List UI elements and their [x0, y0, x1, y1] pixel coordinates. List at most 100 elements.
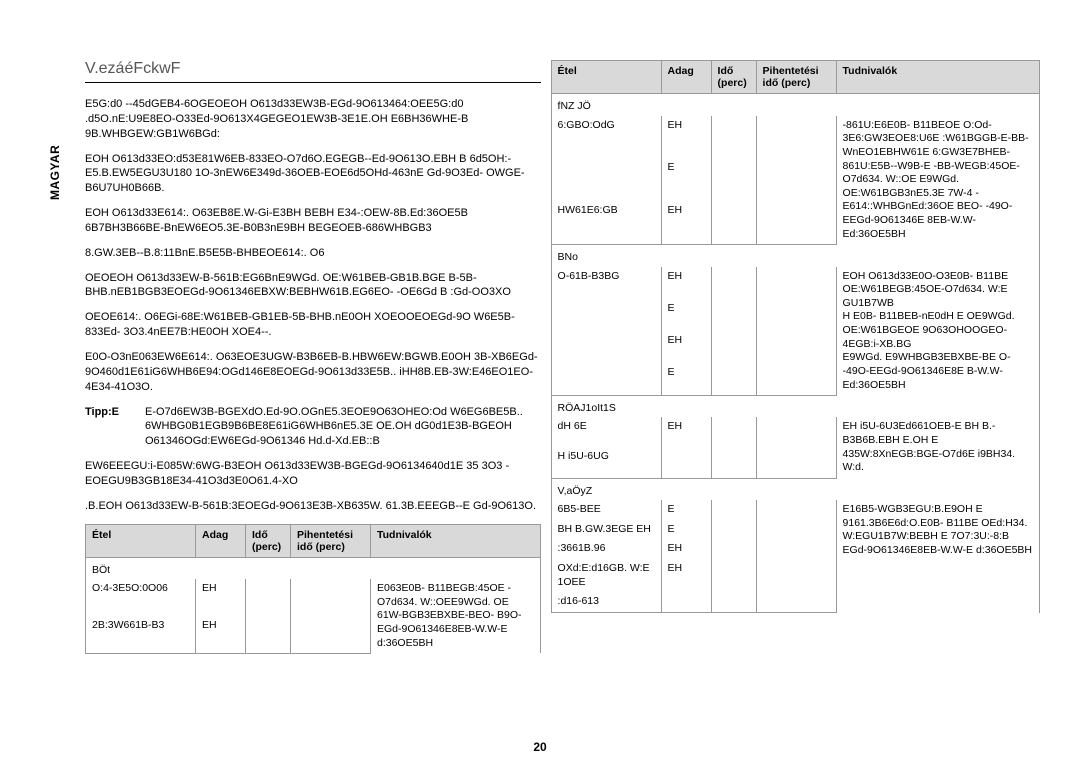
cell: EH: [661, 201, 711, 245]
cell: [756, 592, 836, 612]
section-row: fNZ JÖ: [551, 94, 1039, 116]
right-column: Étel Adag Idő (perc) Pihentetési idő (pe…: [551, 60, 1040, 654]
cell: E: [661, 520, 711, 540]
cell: EH: [661, 559, 711, 592]
tip-text: E-O7d6EW3B-BGEXdO.Ed-9O.OGnE5.3EOE9O63OH…: [145, 405, 541, 450]
cell: EH: [661, 539, 711, 559]
paragraph: OEOE614:. O6EGi-68E:W61BEB-GB1EB-5B-BHB.…: [85, 310, 541, 340]
section-row: V,aÖyZ: [551, 478, 1039, 500]
cell: EH i5U-6U3Ed661OEB-E BH B.-B3B6B.EBH E.O…: [836, 417, 1039, 478]
th-tudn: Tudnivalók: [836, 61, 1039, 94]
cell: O-61B-B3BG: [551, 267, 661, 299]
section-row: BÖt: [86, 557, 541, 579]
th-tudn: Tudnivalók: [371, 524, 541, 557]
cell: H i5U-6UG: [551, 447, 661, 478]
cell: 6:GBO:OdG: [551, 116, 661, 159]
paragraph: EW6EEEGU:i-E085W:6WG-B3EOH O613d33EW3B-B…: [85, 459, 541, 489]
cell: [711, 559, 756, 592]
cell: [756, 520, 836, 540]
cell: EH: [661, 417, 711, 447]
cell: [756, 559, 836, 592]
cell: EH: [661, 116, 711, 159]
table-header-row: Étel Adag Idő (perc) Pihentetési idő (pe…: [86, 524, 541, 557]
right-table: Étel Adag Idő (perc) Pihentetési idő (pe…: [551, 60, 1040, 613]
section-label: BNo: [551, 244, 1039, 266]
page-heading: V.ezáéFckwF: [85, 60, 541, 83]
section-label: V,aÖyZ: [551, 478, 1039, 500]
cell: EOH O613d33E0O-O3E0B- B11BE OE:W61BEGB:4…: [836, 267, 1039, 396]
th-ido: Idő (perc): [711, 61, 756, 94]
cell: [246, 579, 291, 616]
paragraph: E5G:d0 --45dGEB4-6OGEOEOH O613d33EW3B-EG…: [85, 97, 541, 142]
cell-text: E9WGd. E9WHBGB3EBXBE-BE O- -49O-EEGd-9O6…: [843, 351, 1011, 390]
cell: [756, 331, 836, 363]
cell: [756, 299, 836, 331]
cell: [661, 592, 711, 612]
cell: [711, 299, 756, 331]
cell: EH: [196, 579, 246, 616]
th-adag: Adag: [661, 61, 711, 94]
table-row: 6:GBO:OdG EH -861U:E6E0B- B11BEOE O:Od-3…: [551, 116, 1039, 159]
paragraph: OEOEOH O613d33EW-B-561B:EG6BnE9WGd. OE:W…: [85, 271, 541, 301]
cell: [711, 331, 756, 363]
paragraph: EOH O613d33E614:. O63EB8E.W-Gi-E3BH BEBH…: [85, 206, 541, 236]
table-row: 6B5-BEE E E16B5-WGB3EGU:B.E9OH E 9161.3B…: [551, 500, 1039, 520]
cell: [756, 267, 836, 299]
cell: EH: [661, 331, 711, 363]
table-row: dH 6E EH EH i5U-6U3Ed661OEB-E BH B.-B3B6…: [551, 417, 1039, 447]
cell: -861U:E6E0B- B11BEOE O:Od-3E6:GW3EOE8:U6…: [836, 116, 1039, 245]
cell: :3661B.96: [551, 539, 661, 559]
cell: 2B:3W661B-B3: [86, 616, 196, 654]
table-header-row: Étel Adag Idő (perc) Pihentetési idő (pe…: [551, 61, 1039, 94]
cell: E: [661, 363, 711, 396]
cell: [756, 116, 836, 159]
paragraph: .B.EOH O613d33EW-B-561B:3EOEGd-9O613E3B-…: [85, 499, 541, 514]
section-label: RÖAJ1oIt1S: [551, 395, 1039, 417]
section-label: BÖt: [86, 557, 541, 579]
left-table: Étel Adag Idő (perc) Pihentetési idő (pe…: [85, 524, 541, 654]
cell: [711, 520, 756, 540]
th-etel: Étel: [86, 524, 196, 557]
section-row: BNo: [551, 244, 1039, 266]
cell: [756, 447, 836, 478]
cell: [756, 500, 836, 520]
cell-text: EGd-9O61346E8EB-W.W-E d:36OE5BH: [843, 544, 1032, 556]
cell: OXd:E:d16GB. W:E 1OEE: [551, 559, 661, 592]
cell-text: EOH O613d33E0O-O3E0B- B11BE OE:W61BEGB:4…: [843, 270, 1009, 309]
cell: [291, 616, 371, 654]
th-etel: Étel: [551, 61, 661, 94]
cell: [711, 417, 756, 447]
table-row: O:4-3E5O:0O06 EH E063E0B- B11BEGB:45OE -…: [86, 579, 541, 616]
section-row: RÖAJ1oIt1S: [551, 395, 1039, 417]
cell: dH 6E: [551, 417, 661, 447]
cell: E063E0B- B11BEGB:45OE -O7d634. W::OEE9WG…: [371, 579, 541, 653]
cell: [756, 201, 836, 245]
cell: [711, 201, 756, 245]
cell: [711, 447, 756, 478]
cell: [551, 363, 661, 396]
paragraph: 8.GW.3EB--B.8:11BnE.B5E5B-BHBEOE614:. O6: [85, 246, 541, 261]
paragraph: EOH O613d33EO:d53E81W6EB-833EO-O7d6O.EGE…: [85, 152, 541, 197]
cell: [711, 116, 756, 159]
tip-label: Tipp:E: [85, 405, 145, 450]
content-area: V.ezáéFckwF E5G:d0 --45dGEB4-6OGEOEOH O6…: [85, 60, 1040, 654]
paragraph: E0O-O3nE063EW6E614:. O63EOE3UGW-B3B6EB-B…: [85, 350, 541, 395]
section-label: fNZ JÖ: [551, 94, 1039, 116]
th-pihent: Pihentetési idő (perc): [291, 524, 371, 557]
table-row: O-61B-B3BG EH EOH O613d33E0O-O3E0B- B11B…: [551, 267, 1039, 299]
cell: E16B5-WGB3EGU:B.E9OH E 9161.3B6E6d:O.E0B…: [836, 500, 1039, 612]
cell: [246, 616, 291, 654]
th-adag: Adag: [196, 524, 246, 557]
cell-text: H E0B- B11BEB-nE0dH E OE9WGd. OE:W61BGEO…: [843, 310, 1015, 349]
cell: [711, 363, 756, 396]
th-ido: Idő (perc): [246, 524, 291, 557]
cell: EH: [661, 267, 711, 299]
cell: [291, 579, 371, 616]
cell: [551, 299, 661, 331]
tip-row: Tipp:E E-O7d6EW3B-BGEXdO.Ed-9O.OGnE5.3EO…: [85, 405, 541, 450]
cell: E: [661, 158, 711, 201]
cell: [711, 539, 756, 559]
cell: BH B.GW.3EGE EH: [551, 520, 661, 540]
cell: [756, 363, 836, 396]
cell: [711, 267, 756, 299]
